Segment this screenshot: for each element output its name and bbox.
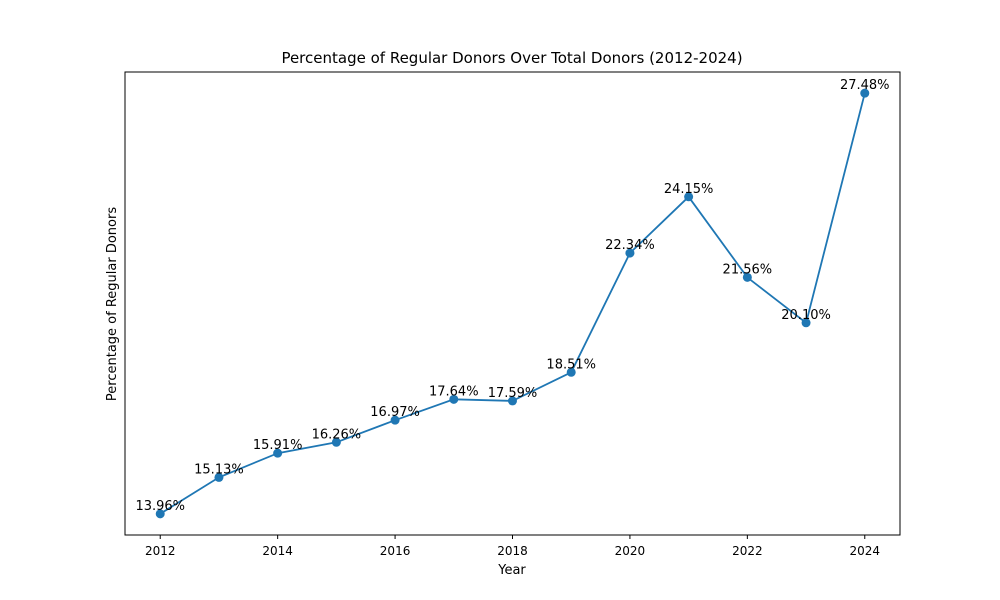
- data-label: 17.59%: [488, 386, 538, 401]
- data-label: 17.64%: [429, 384, 479, 399]
- data-label: 22.34%: [605, 238, 655, 253]
- x-tick-label: 2024: [849, 544, 880, 558]
- x-tick-label: 2022: [732, 544, 763, 558]
- data-label: 20.10%: [781, 308, 831, 323]
- data-point: [214, 472, 224, 482]
- data-point: [566, 367, 576, 377]
- data-point: [742, 272, 752, 282]
- x-tick-label: 2018: [497, 544, 528, 558]
- data-point: [801, 318, 811, 328]
- data-point: [390, 415, 400, 425]
- data-point: [449, 394, 459, 404]
- data-label: 18.51%: [546, 357, 596, 372]
- y-axis-label: Percentage of Regular Donors: [105, 207, 120, 401]
- data-point: [625, 248, 635, 258]
- data-label: 13.96%: [135, 499, 185, 514]
- data-point: [331, 437, 341, 447]
- x-tick-label: 2020: [615, 544, 646, 558]
- data-label: 21.56%: [723, 262, 773, 277]
- x-tick-label: 2012: [145, 544, 176, 558]
- x-tick-label: 2016: [380, 544, 411, 558]
- data-point: [684, 192, 694, 202]
- data-point: [155, 509, 165, 519]
- data-point: [508, 396, 517, 406]
- data-label: 24.15%: [664, 182, 714, 197]
- data-label: 16.97%: [370, 405, 420, 420]
- data-label: 27.48%: [840, 78, 890, 93]
- data-label: 16.26%: [312, 427, 362, 442]
- data-label: 15.91%: [253, 438, 303, 453]
- data-point: [860, 88, 870, 98]
- chart-title: Percentage of Regular Donors Over Total …: [281, 49, 742, 67]
- data-point: [273, 448, 283, 458]
- data-label: 15.13%: [194, 462, 244, 477]
- x-axis-label: Year: [497, 563, 526, 578]
- x-tick-label: 2014: [262, 544, 293, 558]
- plot-area: 2012 2014 2016 2018 2020 2022 2024 13.96% 15.13%…: [124, 71, 901, 558]
